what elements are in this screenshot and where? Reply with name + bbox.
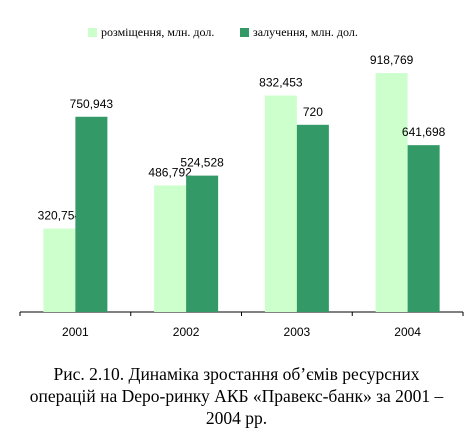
data-label: 750,943	[70, 97, 114, 111]
bar-placement	[375, 73, 408, 313]
x-tick-label: 2002	[173, 325, 200, 339]
legend-item-attraction: залучення, млн. дол.	[240, 25, 358, 40]
legend-swatch-attraction	[240, 28, 249, 37]
caption-line-2: операцій на Depo-ринку АКБ «Правекс-банк…	[29, 386, 444, 406]
bar-attraction	[186, 175, 219, 312]
data-label: 918,769	[370, 53, 414, 67]
caption-line-3: 2004 рр.	[205, 408, 268, 428]
bar-attraction	[75, 116, 108, 312]
x-tick-label: 2003	[284, 325, 311, 339]
data-label: 720	[303, 105, 323, 119]
legend-swatch-placement	[88, 28, 97, 37]
legend-label-placement: розміщення, млн. дол.	[101, 25, 215, 39]
data-label: 486,792	[148, 165, 192, 179]
bar-placement	[43, 228, 76, 312]
data-label: 320,754	[38, 209, 82, 223]
caption-line-1: Рис. 2.10. Динаміка зростання об’ємів ре…	[53, 364, 420, 384]
data-label: 832,453	[259, 76, 303, 90]
legend-item-placement: розміщення, млн. дол.	[88, 25, 214, 40]
data-label: 641,698	[402, 125, 446, 139]
legend-label-attraction: залучення, млн. дол.	[253, 25, 358, 39]
bar-placement	[264, 95, 297, 312]
x-tick-label: 2001	[62, 325, 89, 339]
figure-caption: Рис. 2.10. Динаміка зростання об’ємів ре…	[0, 363, 473, 429]
chart-legend: розміщення, млн. дол. залучення, млн. до…	[0, 22, 473, 44]
x-tick-label: 2004	[394, 325, 421, 339]
bar-attraction	[407, 145, 440, 312]
bar-placement	[154, 185, 187, 312]
bar-attraction	[296, 124, 329, 312]
data-label: 524,528	[180, 156, 224, 170]
